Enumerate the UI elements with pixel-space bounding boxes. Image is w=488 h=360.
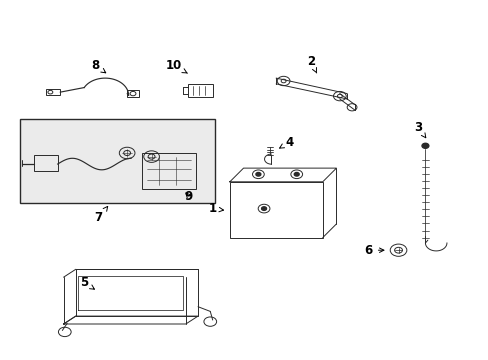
Bar [127, 90, 139, 97]
Bar [46, 89, 60, 95]
Bar [229, 182, 322, 238]
Text: 9: 9 [184, 190, 192, 203]
Text: 3: 3 [414, 121, 425, 138]
Text: 8: 8 [91, 59, 105, 73]
Bar [20, 119, 215, 203]
Text: 5: 5 [80, 276, 94, 289]
Bar [142, 153, 195, 189]
Circle shape [261, 207, 266, 210]
Circle shape [294, 172, 299, 176]
Circle shape [255, 172, 260, 176]
Circle shape [421, 143, 428, 148]
Text: 1: 1 [208, 202, 223, 215]
Text: 2: 2 [306, 55, 316, 73]
Text: 10: 10 [165, 59, 187, 73]
Text: 7: 7 [95, 206, 107, 224]
Text: 4: 4 [279, 136, 293, 149]
Bar [34, 155, 58, 171]
Text: 6: 6 [364, 244, 383, 257]
Bar [188, 84, 212, 97]
